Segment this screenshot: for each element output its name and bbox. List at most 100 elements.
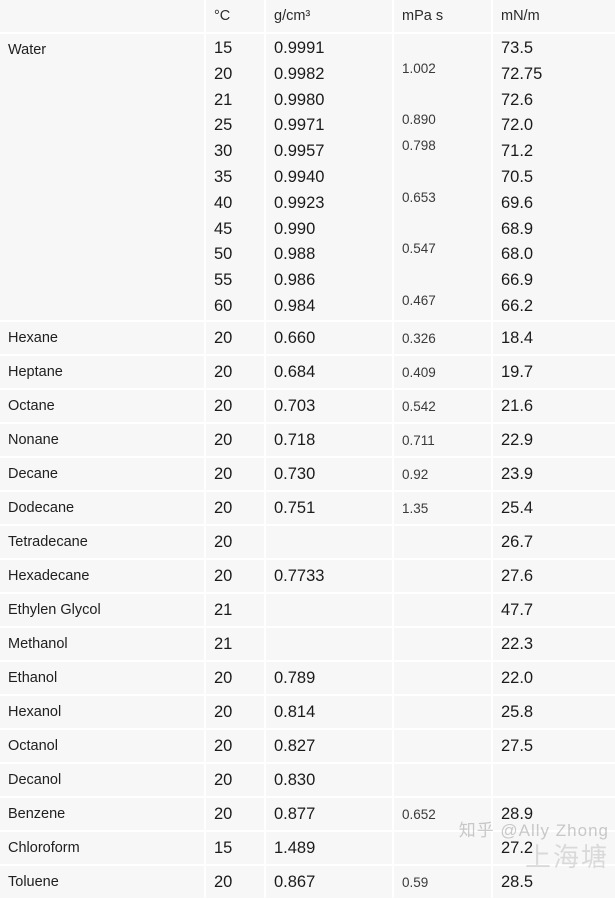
table-row: Decanol 20 0.830 bbox=[0, 763, 615, 798]
cell-surface-tension-water: 73.5 72.75 72.6 72.0 71.2 70.5 69.6 68.9 68.0 66.… bbox=[492, 33, 615, 322]
cell-substance: Octanol bbox=[0, 729, 206, 764]
water-temperature-value: 60 bbox=[214, 297, 233, 315]
column-header-viscosity: mPa s bbox=[393, 0, 493, 34]
water-viscosity-list: 1.002 0.890 0.798 0.653 0.547 0.467 bbox=[402, 34, 491, 320]
water-density-value: 0.9982 bbox=[274, 64, 325, 83]
cell-viscosity: 0.409 bbox=[393, 355, 493, 390]
table-row: Chloroform 15 1.489 27.2 bbox=[0, 831, 615, 866]
table-row: Ethylen Glycol 21 47.7 bbox=[0, 593, 615, 628]
cell-viscosity bbox=[393, 763, 493, 798]
cell-substance: Decane bbox=[0, 457, 206, 492]
table-row: Nonane 20 0.718 0.711 22.9 bbox=[0, 423, 615, 458]
cell-temperature: 20 bbox=[205, 763, 266, 798]
cell-surface-tension: 19.7 bbox=[492, 355, 615, 390]
cell-substance: Nonane bbox=[0, 423, 206, 458]
water-temperature-value: 50 bbox=[214, 245, 233, 264]
cell-temperature: 20 bbox=[205, 797, 266, 832]
cell-density: 0.703 bbox=[265, 389, 394, 424]
cell-substance: Chloroform bbox=[0, 831, 206, 866]
water-viscosity-value: 0.653 bbox=[402, 189, 436, 205]
cell-density: 0.827 bbox=[265, 729, 394, 764]
water-density-list: 0.9991 0.9982 0.9980 0.9971 0.9957 0.9940 0.99… bbox=[274, 34, 392, 320]
table-row: Heptane 20 0.684 0.409 19.7 bbox=[0, 355, 615, 390]
table-row: Hexane 20 0.660 0.326 18.4 bbox=[0, 321, 615, 356]
table-row-water: Water 15 20 21 25 30 35 40 45 50 55 60 0.9991 0.998… bbox=[0, 33, 615, 322]
water-surface-tension-value: 66.2 bbox=[501, 297, 534, 315]
table-row: Octanol 20 0.827 27.5 bbox=[0, 729, 615, 764]
water-viscosity-value: 0.467 bbox=[402, 293, 436, 308]
cell-surface-tension: 27.5 bbox=[492, 729, 615, 764]
cell-substance: Dodecane bbox=[0, 491, 206, 526]
table-row: Octane 20 0.703 0.542 21.6 bbox=[0, 389, 615, 424]
cell-surface-tension: 23.9 bbox=[492, 457, 615, 492]
cell-density bbox=[265, 593, 394, 628]
table-body: Water 15 20 21 25 30 35 40 45 50 55 60 0.9991 0.998… bbox=[0, 33, 615, 322]
water-surface-tension-value: 68.9 bbox=[501, 219, 534, 238]
cell-surface-tension: 22.0 bbox=[492, 661, 615, 696]
cell-density bbox=[265, 525, 394, 560]
water-surface-tension-value: 70.5 bbox=[501, 168, 534, 186]
cell-substance: Heptane bbox=[0, 355, 206, 390]
cell-temperature: 21 bbox=[205, 627, 266, 662]
water-surface-tension-value: 68.0 bbox=[501, 245, 534, 264]
table-row: Benzene 20 0.877 0.652 28.9 bbox=[0, 797, 615, 832]
water-surface-tension-value: 72.0 bbox=[501, 116, 534, 135]
water-surface-tension-value: 73.5 bbox=[501, 39, 534, 57]
cell-viscosity: 0.711 bbox=[393, 423, 493, 458]
water-temperature-value: 35 bbox=[214, 168, 233, 186]
water-density-value: 0.9980 bbox=[274, 90, 325, 109]
cell-substance: Hexadecane bbox=[0, 559, 206, 594]
table-row: Tetradecane 20 26.7 bbox=[0, 525, 615, 560]
water-temperature-value: 20 bbox=[214, 64, 233, 83]
cell-substance: Ethanol bbox=[0, 661, 206, 696]
cell-viscosity bbox=[393, 627, 493, 662]
cell-temperature: 20 bbox=[205, 491, 266, 526]
cell-surface-tension: 28.9 bbox=[492, 797, 615, 832]
cell-viscosity: 0.326 bbox=[393, 321, 493, 356]
cell-surface-tension: 18.4 bbox=[492, 321, 615, 356]
water-temperature-value: 15 bbox=[214, 39, 233, 57]
cell-viscosity-water: 1.002 0.890 0.798 0.653 0.547 0.467 bbox=[393, 33, 493, 322]
cell-density: 0.730 bbox=[265, 457, 394, 492]
cell-viscosity: 0.652 bbox=[393, 797, 493, 832]
water-surface-tension-list: 73.5 72.75 72.6 72.0 71.2 70.5 69.6 68.9 68.0 66.… bbox=[501, 34, 615, 320]
cell-density: 1.489 bbox=[265, 831, 394, 866]
cell-viscosity bbox=[393, 695, 493, 730]
cell-surface-tension: 25.4 bbox=[492, 491, 615, 526]
water-temperature-value: 25 bbox=[214, 116, 233, 135]
water-temperature-value: 40 bbox=[214, 193, 233, 212]
water-density-value: 0.9957 bbox=[274, 142, 325, 161]
cell-density: 0.830 bbox=[265, 763, 394, 798]
cell-density-water: 0.9991 0.9982 0.9980 0.9971 0.9957 0.9940 0.99… bbox=[265, 33, 394, 322]
water-density-value: 0.9971 bbox=[274, 116, 325, 135]
cell-surface-tension: 21.6 bbox=[492, 389, 615, 424]
cell-density: 0.660 bbox=[265, 321, 394, 356]
cell-substance: Hexane bbox=[0, 321, 206, 356]
cell-temperature-water: 15 20 21 25 30 35 40 45 50 55 60 bbox=[205, 33, 266, 322]
cell-temperature: 15 bbox=[205, 831, 266, 866]
cell-substance: Hexanol bbox=[0, 695, 206, 730]
column-header-temperature: °C bbox=[205, 0, 266, 34]
cell-density: 0.877 bbox=[265, 797, 394, 832]
cell-viscosity bbox=[393, 593, 493, 628]
cell-surface-tension: 47.7 bbox=[492, 593, 615, 628]
cell-density: 0.7733 bbox=[265, 559, 394, 594]
cell-substance: Decanol bbox=[0, 763, 206, 798]
water-temperature-value: 21 bbox=[214, 90, 233, 109]
cell-surface-tension: 22.9 bbox=[492, 423, 615, 458]
water-density-value: 0.984 bbox=[274, 297, 316, 315]
cell-surface-tension: 25.8 bbox=[492, 695, 615, 730]
table-row: Methanol 21 22.3 bbox=[0, 627, 615, 662]
table-row: Dodecane 20 0.751 1.35 25.4 bbox=[0, 491, 615, 526]
column-header-density: g/cm³ bbox=[265, 0, 394, 34]
cell-surface-tension bbox=[492, 763, 615, 798]
cell-density: 0.867 bbox=[265, 865, 394, 900]
table-header: °C g/cm³ mPa s mN/m bbox=[0, 0, 615, 34]
cell-substance: Toluene bbox=[0, 865, 206, 900]
cell-temperature: 20 bbox=[205, 865, 266, 900]
cell-surface-tension: 27.6 bbox=[492, 559, 615, 594]
cell-substance-water: Water bbox=[0, 33, 206, 322]
cell-viscosity bbox=[393, 661, 493, 696]
